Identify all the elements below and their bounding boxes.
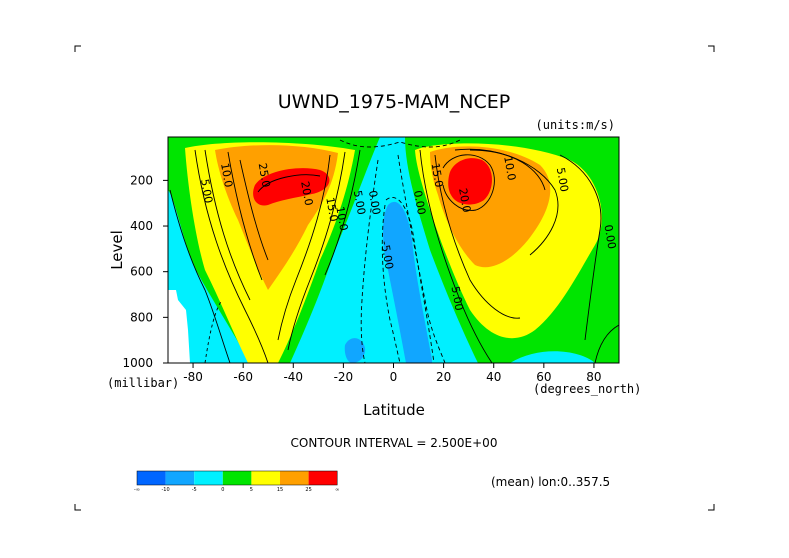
contour-label: 5.00	[449, 285, 466, 311]
white-missing-region	[168, 290, 190, 363]
contour-label: 10.0	[501, 155, 518, 181]
colorbar-swatch	[308, 471, 338, 485]
colorbar-label: -∞	[134, 487, 140, 493]
contour-label: 15.0	[429, 162, 446, 188]
contour-line	[381, 204, 401, 363]
mean-longitude-text: (mean) lon:0..357.5	[491, 475, 610, 489]
contour-label: 20.0	[298, 180, 315, 206]
contour-label: 20.0	[456, 187, 473, 213]
contour-label: 5.00	[351, 189, 368, 215]
colorbar-label: 15	[277, 487, 283, 493]
colorbar: -∞ -10 -5 0 5 15 25 ∞	[134, 470, 339, 493]
colorbar-swatch	[194, 471, 223, 485]
x-tick-label: 40	[486, 370, 501, 384]
contour-label: 0.00	[366, 189, 383, 215]
x-tick-label: -60	[233, 370, 253, 384]
contour-line	[324, 149, 361, 276]
contour-line	[204, 149, 251, 301]
contour-label: 10.0	[333, 205, 350, 231]
y-tick-label: 200	[130, 173, 153, 187]
corner-mark-top-left	[74, 45, 81, 52]
contour-line	[469, 149, 546, 191]
corner-mark-top-right	[708, 45, 715, 52]
colorbar-label: 25	[305, 487, 311, 493]
contour-label: -5.00	[378, 240, 396, 270]
colorbar-label: 0	[221, 487, 224, 493]
x-axis: -80 -60 -40 -20 0 20 40 60 80	[183, 363, 602, 384]
x-tick-label: -20	[334, 370, 354, 384]
x-tick-label: 20	[436, 370, 451, 384]
y-tick-label: 1000	[122, 356, 153, 370]
contour-line	[239, 159, 269, 261]
y-axis: 200 400 600 800 1000	[122, 173, 168, 370]
x-axis-title: Latitude	[363, 401, 425, 419]
contour-label: 25.0	[256, 162, 273, 188]
contour-label: 5.00	[198, 178, 215, 204]
colorbar-label: ∞	[335, 487, 339, 493]
contour-label: 10.0	[218, 162, 235, 188]
fill-red-sh	[253, 168, 330, 206]
contour-line	[360, 159, 379, 363]
contour-line	[559, 154, 602, 341]
y-tick-label: 400	[130, 219, 153, 233]
y-units-label: (millibar)	[107, 376, 179, 390]
contour-labels: 10.05.0025.020.015.010.05.000.00-5.000.0…	[198, 155, 618, 312]
colorbar-swatch	[165, 471, 195, 485]
contour-label: 15.0	[323, 196, 340, 222]
colorbar-swatch	[137, 471, 166, 485]
contour-line	[204, 299, 223, 363]
contour-line	[257, 174, 321, 193]
fill-blue-center	[383, 201, 432, 363]
contour-field	[168, 137, 619, 363]
contour-line	[434, 154, 521, 319]
fill-blue-small	[344, 338, 366, 363]
contour-line	[194, 149, 269, 363]
contour-line	[227, 151, 263, 281]
y-axis-title: Level	[108, 230, 126, 270]
contour-line	[385, 197, 435, 363]
colorbar-label: 5	[250, 487, 253, 493]
y-tick-label: 800	[130, 310, 153, 324]
y-tick-label: 600	[130, 265, 153, 279]
colorbar-swatch	[222, 471, 252, 485]
contour-line	[594, 324, 619, 363]
contour-label: 0.00	[601, 224, 618, 250]
contour-line	[397, 154, 446, 363]
units-label: (units:m/s)	[536, 118, 615, 132]
contour-line	[419, 149, 493, 363]
corner-marks	[74, 45, 715, 511]
colorbar-swatch	[280, 471, 309, 485]
contour-line	[277, 154, 331, 341]
fill-red-nh	[448, 158, 493, 205]
contour-line	[169, 189, 231, 363]
x-tick-label: -40	[283, 370, 303, 384]
contour-line	[287, 151, 346, 351]
x-tick-label: -80	[183, 370, 203, 384]
contour-label: 5.00	[554, 167, 571, 193]
contour-line	[442, 154, 495, 211]
corner-mark-bottom-right	[708, 504, 715, 511]
x-units-label: (degrees_north)	[533, 382, 641, 396]
x-tick-label: 60	[536, 370, 551, 384]
contour-lines	[169, 139, 619, 363]
colorbar-swatch	[251, 471, 280, 485]
chart-title: UWND_1975-MAM_NCEP	[278, 91, 510, 113]
corner-mark-bottom-left	[74, 504, 81, 511]
x-tick-label: 0	[390, 370, 398, 384]
x-tick-label: 80	[586, 370, 601, 384]
contour-interval-text: CONTOUR INTERVAL = 2.500E+00	[291, 436, 498, 450]
colorbar-frame	[136, 470, 338, 486]
contour-label: 0.00	[411, 189, 428, 215]
colorbar-label: -5	[192, 487, 197, 493]
colorbar-label: -10	[162, 487, 170, 493]
